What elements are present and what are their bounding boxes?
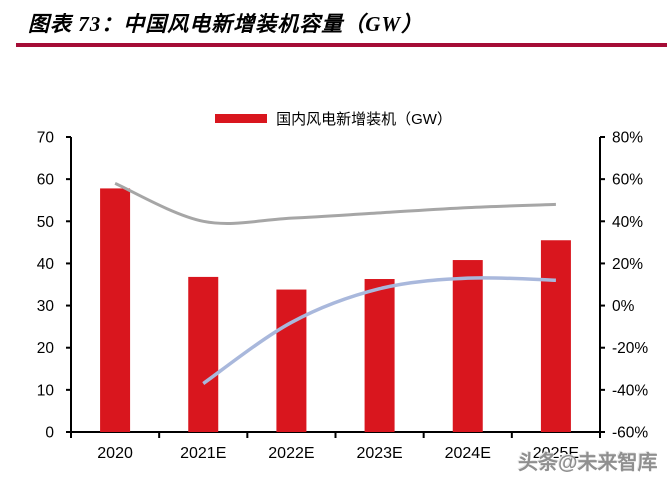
svg-text:50: 50 — [37, 214, 55, 231]
left-axis: 0 10 20 30 40 50 60 70 — [37, 130, 71, 442]
right-axis: -60% -40% -20% 0% 20% 40% 60% 80% — [600, 130, 648, 442]
svg-text:-20%: -20% — [612, 340, 648, 357]
svg-text:60%: 60% — [612, 172, 643, 189]
svg-text:10: 10 — [37, 382, 55, 399]
svg-text:40: 40 — [37, 256, 55, 273]
svg-text:-60%: -60% — [612, 425, 648, 442]
svg-text:2025E: 2025E — [533, 445, 579, 462]
svg-text:2023E: 2023E — [356, 445, 402, 462]
bar-2021E — [188, 276, 219, 432]
svg-text:70: 70 — [37, 130, 55, 147]
legend-bar-label: 国内风电新增装机（GW） — [276, 110, 452, 128]
svg-text:40%: 40% — [612, 214, 643, 231]
svg-text:20: 20 — [37, 340, 55, 357]
svg-text:60: 60 — [37, 172, 55, 189]
title-underline — [16, 43, 667, 47]
blue-line-yoy — [202, 276, 556, 385]
svg-text:2021E: 2021E — [180, 445, 226, 462]
legend: 国内风电新增装机（GW） — [0, 108, 667, 128]
svg-text:30: 30 — [37, 298, 55, 315]
x-axis: 2020 2021E 2022E 2023E 2024E 2025E — [70, 432, 601, 462]
gray-line — [114, 181, 556, 225]
bar-2022E — [276, 289, 307, 432]
svg-text:2020: 2020 — [97, 445, 133, 462]
svg-text:2022E: 2022E — [268, 445, 314, 462]
svg-text:2024E: 2024E — [445, 445, 491, 462]
svg-text:0%: 0% — [612, 298, 635, 315]
bar-2023E — [364, 279, 395, 432]
svg-text:80%: 80% — [612, 130, 643, 147]
bars — [100, 188, 571, 432]
legend-bar-swatch — [215, 113, 268, 123]
axes — [70, 137, 601, 433]
svg-text:0: 0 — [45, 425, 54, 442]
bar-2020 — [100, 188, 131, 432]
svg-text:20%: 20% — [612, 256, 643, 273]
svg-text:-40%: -40% — [612, 382, 648, 399]
bar-2024E — [452, 260, 483, 432]
watermark: 头条@未来智库 — [518, 452, 658, 474]
bar-2025E — [540, 240, 571, 432]
figure-title: 图表 73：中国风电新增装机容量（GW） — [28, 12, 424, 36]
